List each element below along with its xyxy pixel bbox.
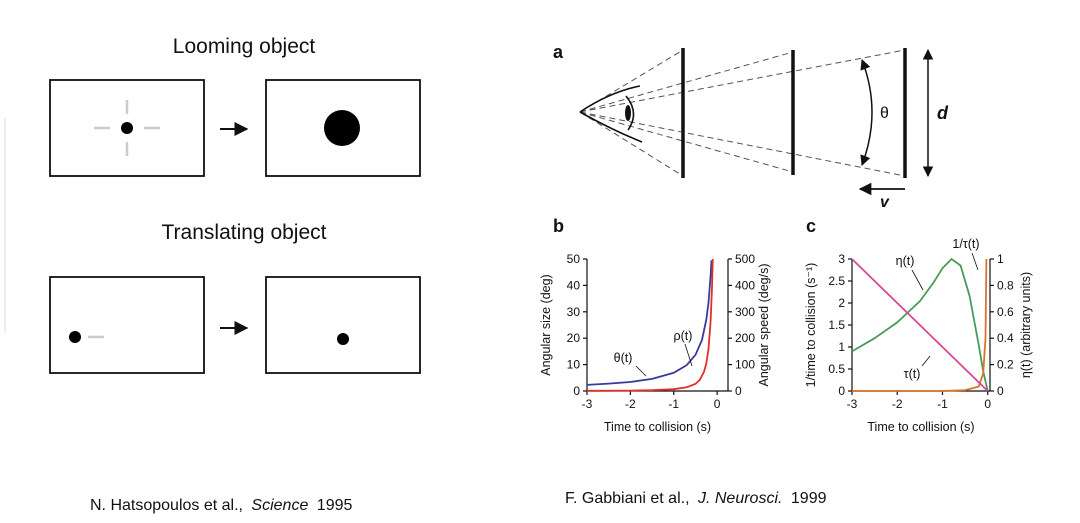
x-tick-label: -1 [937,397,948,411]
y-tick-label: 10 [567,358,581,372]
series-line [851,257,989,392]
y-axis-label: Angular size (deg) [539,274,553,375]
frame [265,276,421,374]
y-tick-label: 20 [567,331,581,345]
series-label: θ(t) [614,351,633,365]
citation: N. Hatsopoulos et al., Science 1995 [90,497,352,514]
series-label: τ(t) [904,367,921,381]
x-tick-label: -3 [847,397,858,411]
panel-label: a [553,42,564,62]
distance-label: d [937,103,949,123]
leader-line [911,269,924,291]
pupil [625,105,631,121]
angle-arc [860,59,873,166]
y-tick-label: 0.5 [828,362,845,376]
y2-tick-label: 200 [735,331,755,345]
leader-line [684,343,693,367]
series-label: ρ(t) [674,329,693,343]
citation-year: 1995 [317,497,353,514]
x-tick-label: -3 [582,397,593,411]
x-tick-label: -1 [668,397,679,411]
y2-tick-label: 0.6 [997,305,1014,319]
x-tick-label: 0 [984,397,991,411]
y2-tick-label: 100 [735,358,755,372]
y2-tick-label: 0.2 [997,358,1014,372]
y2-tick-label: 0.4 [997,331,1014,345]
frame [265,79,421,177]
eye [579,85,643,143]
series-line [586,260,713,386]
translating-title: Translating object [162,221,327,244]
series-line [851,258,989,392]
velocity-label: v [880,194,890,211]
looming-title: Looming object [173,35,316,58]
leader-line [635,365,647,377]
citation-authors: F. Gabbiani et al., [565,490,690,507]
object-positions [681,48,907,178]
object [69,331,81,343]
citation-authors: N. Hatsopoulos et al., [90,497,243,514]
leader-line [971,252,979,271]
y2-axis-label: η(t) (arbitrary units) [1019,272,1033,378]
panel-label: c [806,216,816,236]
series-line [586,258,714,392]
y2-tick-label: 1 [997,252,1004,266]
x-axis-label: Time to collision (s) [867,420,974,434]
leader-line [921,355,931,367]
frame [49,79,205,177]
series-label: 1/τ(t) [952,237,979,251]
y-tick-label: 0 [838,384,845,398]
x-tick-label: -2 [625,397,636,411]
object [324,110,360,146]
y-tick-label: 50 [567,252,581,266]
y-tick-label: 40 [567,278,581,292]
sight-lines [579,49,906,177]
series-label: η(t) [896,254,915,268]
citation-year: 1999 [791,490,827,507]
y2-tick-label: 500 [735,252,755,266]
y2-tick-label: 0 [735,384,742,398]
object [337,333,349,345]
series-line [852,258,988,392]
y-tick-label: 3 [838,252,845,266]
y2-axis-label: Angular speed (deg/s) [757,264,771,387]
x-axis-label: Time to collision (s) [604,420,711,434]
x-tick-label: 0 [714,397,721,411]
y-tick-label: 0 [573,384,580,398]
y-tick-label: 2 [838,296,845,310]
y-axis-label: 1/time to collision (s⁻¹) [804,263,818,388]
y-tick-label: 30 [567,305,581,319]
frame [49,276,205,374]
angle-label: θ [880,105,889,122]
y2-tick-label: 0.8 [997,278,1014,292]
y2-tick-label: 400 [735,278,755,292]
y-tick-label: 1 [838,340,845,354]
citation: F. Gabbiani et al., J. Neurosci. 1999 [565,490,827,507]
object [121,122,133,134]
y2-tick-label: 0 [997,384,1004,398]
y-tick-label: 1.5 [828,318,845,332]
citation-journal: Science [251,497,308,514]
y2-tick-label: 300 [735,305,755,319]
motion-cues [94,100,160,156]
citation-journal: J. Neurosci. [697,490,782,507]
x-tick-label: -2 [892,397,903,411]
y-tick-label: 2.5 [828,274,845,288]
panel-label: b [553,216,564,236]
